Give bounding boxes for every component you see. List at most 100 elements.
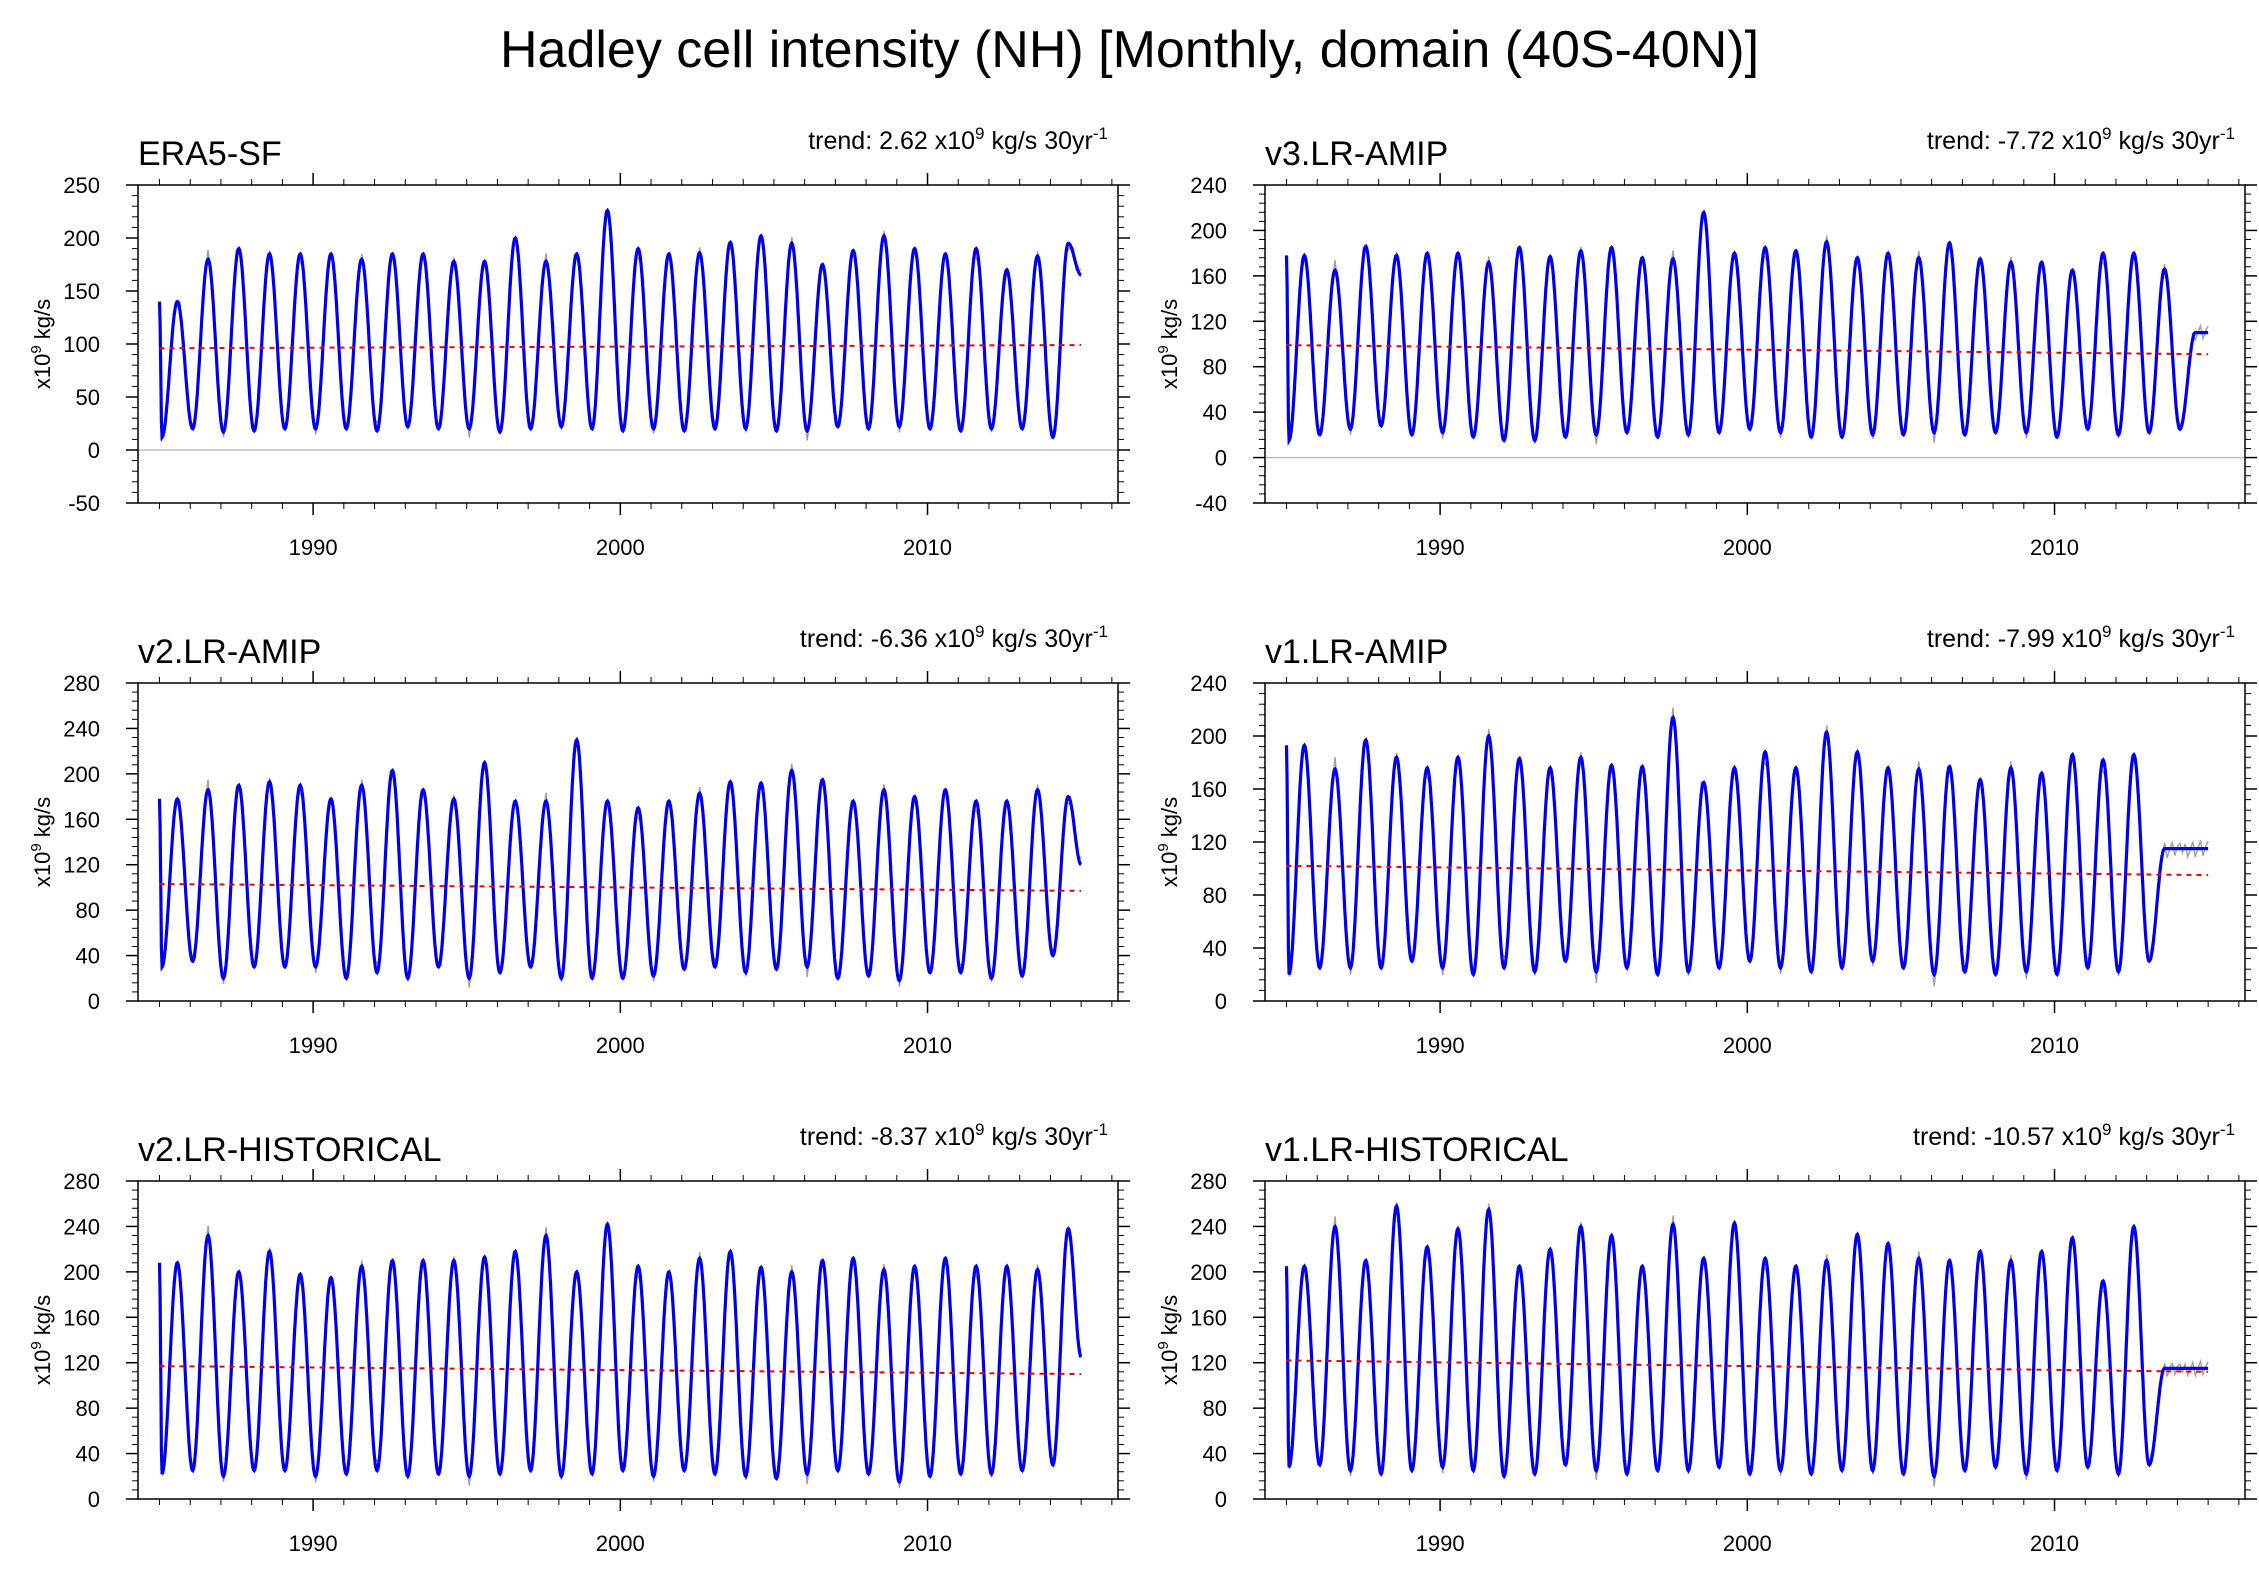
y-tick-label: 120 — [1190, 309, 1227, 334]
trend-prefix: trend: — [1927, 127, 1998, 155]
trend-annotation: trend: -8.37 x109 kg/s 30yr-1 — [800, 1120, 1108, 1151]
y-axis-label: x109 kg/s — [28, 299, 55, 389]
trend-value: -7.72 — [1998, 127, 2055, 155]
series-smoothed — [1284, 714, 2209, 978]
trend-unit-tail: kg/s 30yr — [985, 127, 1093, 155]
y-tick-label: 280 — [1190, 1169, 1227, 1194]
y-tick-label: 0 — [88, 1487, 100, 1512]
series-trend — [159, 1365, 1082, 1376]
plot-frame — [137, 1180, 1119, 1500]
x-tick-label: 1990 — [1416, 1531, 1465, 1556]
y-tick-label: 160 — [1190, 264, 1227, 289]
y-tick-label: 80 — [1203, 883, 1227, 908]
series-trend — [1286, 864, 2209, 877]
y-axis-label-exp: 9 — [1155, 1341, 1172, 1349]
trend-annotation: trend: -10.57 x109 kg/s 30yr-1 — [1913, 1120, 2235, 1151]
trend-value: -8.37 — [871, 1123, 928, 1151]
y-axis-label-tail: kg/s — [1157, 1295, 1182, 1341]
y-tick-label: 280 — [63, 1169, 100, 1194]
y-tick-label: 240 — [1190, 1214, 1227, 1239]
trend-prefix: trend: — [808, 127, 879, 155]
series-trend — [159, 344, 1082, 350]
panel-title: ERA5-SF — [138, 135, 282, 173]
x-tick-label: 2010 — [2030, 535, 2079, 560]
y-tick-label: -40 — [1195, 491, 1227, 516]
y-axis-label-tail: kg/s — [30, 1295, 55, 1341]
x-tick-label: 1990 — [289, 1531, 338, 1556]
trend-per-exp: -1 — [1093, 1120, 1108, 1139]
trend-per-exp: -1 — [1093, 124, 1108, 143]
y-tick-label: -50 — [68, 491, 100, 516]
trend-unit-exp: 9 — [975, 124, 984, 143]
y-tick-label: 40 — [1203, 936, 1227, 961]
x-tick-label: 1990 — [289, 535, 338, 560]
y-tick-label: 240 — [1190, 671, 1227, 696]
y-tick-label: 200 — [1190, 1260, 1227, 1285]
trend-prefix: trend: — [1913, 1123, 1984, 1151]
y-axis-label-base: x10 — [1157, 354, 1182, 389]
plot-frame — [137, 682, 1119, 1002]
trend-unit-tail: kg/s 30yr — [2112, 625, 2220, 653]
trend-annotation: trend: 2.62 x109 kg/s 30yr-1 — [808, 124, 1108, 155]
trend-prefix: trend: — [800, 625, 871, 653]
y-tick-label: 200 — [63, 762, 100, 787]
y-tick-label: 0 — [88, 989, 100, 1014]
y-tick-label: 0 — [88, 438, 100, 463]
trend-per-exp: -1 — [2220, 1120, 2235, 1139]
series-smoothed — [1284, 209, 2209, 446]
x-tick-label: 1990 — [289, 1033, 338, 1058]
y-tick-label: 250 — [63, 173, 100, 198]
trend-unit-exp: 9 — [2102, 622, 2111, 641]
trend-unit-exp: 9 — [975, 622, 984, 641]
y-tick-label: 40 — [76, 1442, 100, 1467]
trend-unit-base: x10 — [928, 625, 975, 653]
y-axis-label: x109 kg/s — [1155, 1295, 1182, 1385]
y-tick-label: 120 — [1190, 830, 1227, 855]
y-tick-label: 120 — [1190, 1351, 1227, 1376]
y-tick-label: 120 — [63, 1351, 100, 1376]
plot-frame — [1264, 1180, 2246, 1500]
series-smoothed — [1284, 1202, 2209, 1480]
y-axis-label-base: x10 — [30, 354, 55, 389]
x-tick-label: 2000 — [596, 535, 645, 560]
series-trend — [159, 883, 1082, 892]
trend-unit-base: x10 — [2055, 1123, 2102, 1151]
panel-title: v1.LR-HISTORICAL — [1265, 1131, 1569, 1169]
y-tick-label: 0 — [1215, 1487, 1227, 1512]
series-trend — [1286, 1359, 2209, 1373]
y-tick-label: 240 — [63, 716, 100, 741]
y-tick-label: 0 — [1215, 989, 1227, 1014]
y-tick-label: 40 — [1203, 400, 1227, 425]
y-tick-label: 240 — [63, 1214, 100, 1239]
y-axis-label: x109 kg/s — [28, 1295, 55, 1385]
y-axis-label-tail: kg/s — [1157, 797, 1182, 843]
x-tick-label: 1990 — [1416, 535, 1465, 560]
y-axis-label-exp: 9 — [1155, 843, 1172, 851]
trend-value: -7.99 — [1998, 625, 2055, 653]
y-axis-label-tail: kg/s — [1157, 299, 1182, 345]
y-axis-label-base: x10 — [30, 852, 55, 887]
trend-prefix: trend: — [800, 1123, 871, 1151]
x-tick-label: 2010 — [903, 1531, 952, 1556]
y-tick-label: 40 — [1203, 1442, 1227, 1467]
series-trend — [1286, 344, 2209, 356]
y-tick-label: 50 — [76, 385, 100, 410]
y-tick-label: 240 — [1190, 173, 1227, 198]
y-tick-label: 80 — [76, 898, 100, 923]
y-tick-label: 160 — [63, 807, 100, 832]
y-axis-label-base: x10 — [30, 1350, 55, 1385]
trend-unit-base: x10 — [928, 1123, 975, 1151]
x-tick-label: 2010 — [2030, 1033, 2079, 1058]
y-tick-label: 160 — [1190, 777, 1227, 802]
trend-per-exp: -1 — [2220, 124, 2235, 143]
trend-unit-exp: 9 — [2102, 124, 2111, 143]
trend-annotation: trend: -6.36 x109 kg/s 30yr-1 — [800, 622, 1108, 653]
x-tick-label: 2000 — [1723, 1033, 1772, 1058]
plot-frame — [137, 184, 1119, 504]
y-tick-label: 200 — [63, 226, 100, 251]
y-tick-label: 80 — [1203, 1396, 1227, 1421]
